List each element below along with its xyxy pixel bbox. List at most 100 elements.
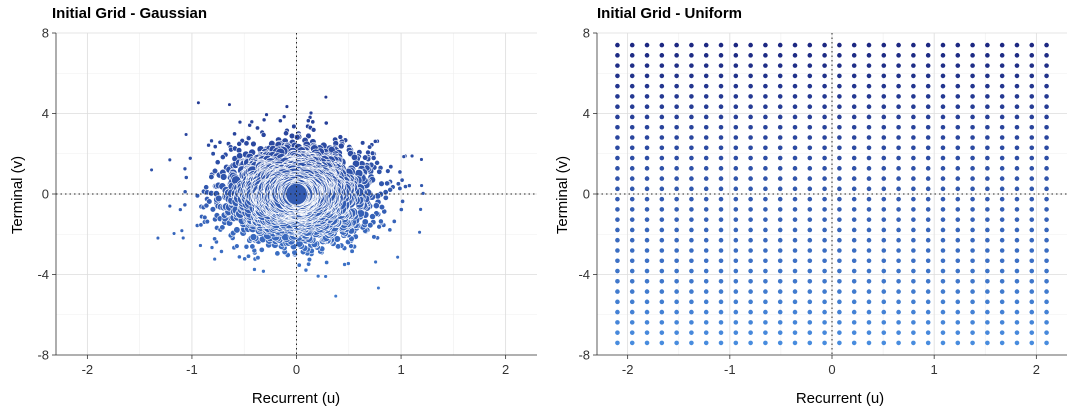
data-point <box>748 299 753 305</box>
data-point <box>763 114 768 120</box>
data-point <box>629 289 635 294</box>
data-point <box>881 330 887 335</box>
data-point <box>748 114 753 120</box>
data-point <box>674 135 679 140</box>
data-point <box>940 94 946 99</box>
data-point <box>310 127 317 133</box>
data-point <box>674 124 679 130</box>
data-point <box>1029 289 1035 294</box>
data-point <box>940 268 946 274</box>
data-point <box>1029 63 1035 68</box>
data-point <box>659 309 665 315</box>
points <box>149 94 426 299</box>
data-point <box>615 176 620 181</box>
data-point <box>748 83 753 89</box>
data-point <box>881 340 887 346</box>
data-point <box>881 63 887 68</box>
data-point <box>397 185 403 191</box>
data-point <box>822 155 827 161</box>
data-point <box>911 73 916 79</box>
data-point <box>283 130 289 137</box>
data-point <box>1029 42 1035 48</box>
data-point <box>866 135 872 140</box>
data-point <box>703 166 709 171</box>
data-point <box>911 124 916 130</box>
data-point <box>792 145 798 151</box>
data-point <box>674 320 679 325</box>
data-point <box>351 153 359 161</box>
data-point <box>659 73 665 79</box>
data-point <box>419 183 424 188</box>
data-point <box>851 135 857 140</box>
data-point <box>1044 299 1049 305</box>
data-point <box>999 155 1005 161</box>
data-point <box>644 248 650 253</box>
x-tick-label: 2 <box>1033 362 1040 377</box>
data-point <box>777 104 783 109</box>
y-tick-label: 8 <box>42 26 49 41</box>
data-point <box>659 186 665 192</box>
data-point <box>999 289 1005 294</box>
data-point <box>777 73 783 79</box>
data-point <box>985 320 990 325</box>
data-point <box>206 198 213 205</box>
data-point <box>970 248 975 253</box>
data-point <box>940 53 946 58</box>
data-point <box>970 258 975 264</box>
data-point <box>703 196 709 202</box>
data-point <box>881 145 887 151</box>
data-point <box>1044 104 1049 109</box>
data-point <box>807 42 813 48</box>
data-point <box>748 63 753 68</box>
data-point <box>365 149 371 156</box>
data-point <box>1014 217 1020 222</box>
data-point <box>204 218 210 225</box>
data-point <box>955 340 961 346</box>
data-point <box>777 227 783 233</box>
data-point <box>777 279 783 284</box>
data-point <box>615 196 620 202</box>
data-point <box>792 42 798 48</box>
data-point <box>896 155 901 161</box>
data-point <box>303 267 309 273</box>
data-point <box>1044 207 1049 212</box>
data-point <box>167 203 173 209</box>
data-point <box>718 227 724 233</box>
data-point <box>792 94 798 99</box>
data-point <box>925 289 931 294</box>
data-point <box>822 42 827 48</box>
data-point <box>822 186 827 192</box>
data-point <box>911 155 916 161</box>
data-point <box>763 207 768 212</box>
data-point <box>689 63 694 68</box>
data-point <box>999 279 1005 284</box>
data-point <box>925 135 931 140</box>
data-point <box>376 223 382 230</box>
data-point <box>837 289 842 294</box>
data-point <box>822 166 827 171</box>
data-point <box>733 330 739 335</box>
data-point <box>792 104 798 109</box>
data-point <box>955 330 961 335</box>
data-point <box>748 217 753 222</box>
x-tick-label: 2 <box>502 362 509 377</box>
data-point <box>955 320 961 325</box>
data-point <box>261 117 267 123</box>
data-point <box>167 157 172 162</box>
data-point <box>703 320 709 325</box>
data-point <box>866 166 872 171</box>
data-point <box>970 104 975 109</box>
data-point <box>881 124 887 130</box>
data-point <box>925 237 931 243</box>
data-point <box>387 186 393 193</box>
data-point <box>689 186 694 192</box>
data-point <box>249 233 258 241</box>
data-point <box>703 330 709 335</box>
data-point <box>792 53 798 58</box>
data-point <box>807 94 813 99</box>
data-point <box>822 248 827 253</box>
data-point <box>896 104 901 109</box>
data-point <box>851 73 857 79</box>
data-point <box>733 207 739 212</box>
data-point <box>851 207 857 212</box>
